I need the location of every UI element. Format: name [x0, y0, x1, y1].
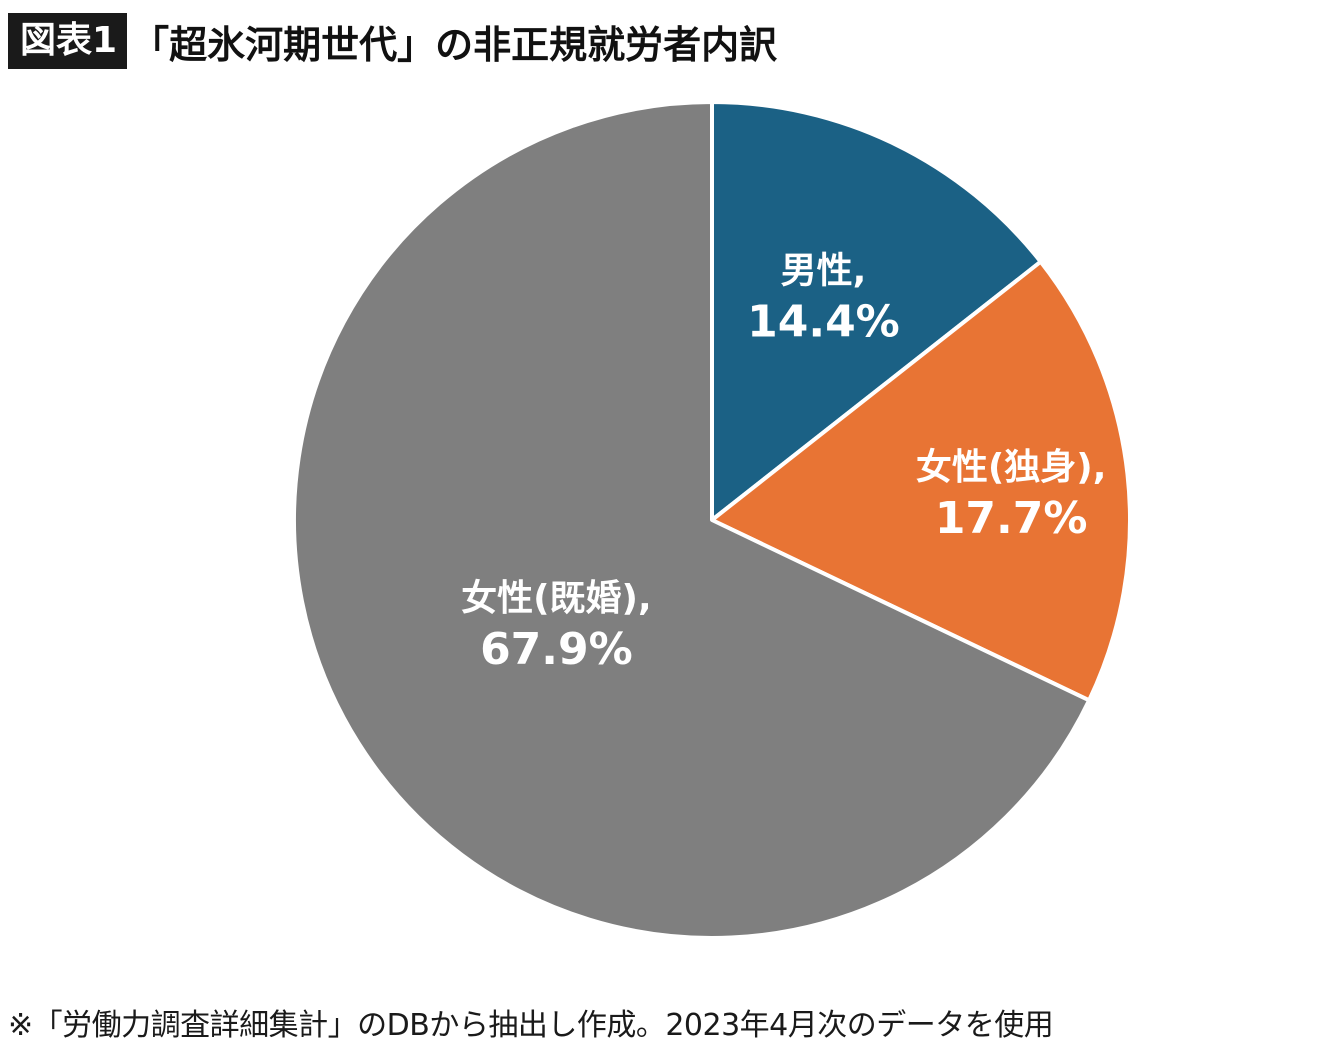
pie-slices [292, 100, 1132, 940]
slice-value-label-1: 14.4% [747, 297, 900, 348]
pie-slice-3 [292, 100, 1092, 940]
pie-chart: 男性, 14.4% 女性(独身), 17.7% 女性(既婚), 67.9% [292, 100, 1132, 940]
slice-name-label-3: 女性(既婚), [461, 578, 652, 619]
chart-title-row: 図表1 「超氷河期世代」の非正規就労者内訳 [8, 12, 777, 70]
pie-slice-1 [710, 100, 1043, 522]
pie-labels: 男性, 14.4% 女性(独身), 17.7% 女性(既婚), 67.9% [461, 251, 1106, 675]
source-footnote: ※「労働力調査詳細集計」のDBから抽出し作成。2023年4月次のデータを使用 [8, 1008, 1054, 1043]
slice-value-label-3: 67.9% [480, 624, 633, 675]
pie-slice-2 [710, 259, 1132, 703]
figure-badge: 図表1 [8, 13, 128, 69]
slice-name-label-1: 男性, [781, 251, 867, 292]
chart-title: 「超氷河期世代」の非正規就労者内訳 [131, 22, 778, 67]
slice-name-label-2: 女性(独身), [916, 447, 1107, 488]
slice-value-label-2: 17.7% [935, 493, 1088, 544]
